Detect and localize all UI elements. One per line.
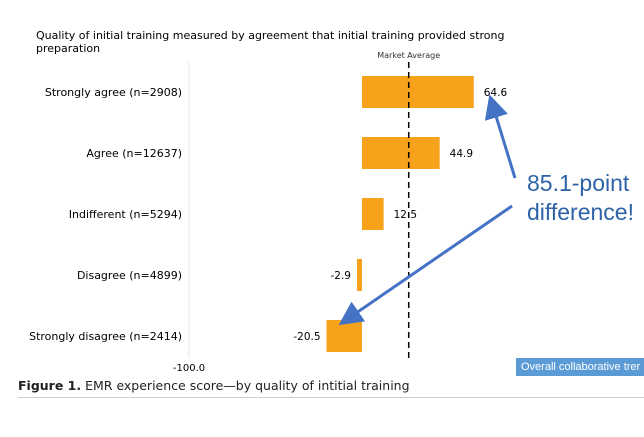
figure-caption-label: Figure 1. xyxy=(18,378,82,393)
bar xyxy=(362,76,474,108)
difference-annotation: 85.1-point difference! xyxy=(527,169,634,227)
value-label: 64.6 xyxy=(484,87,508,99)
bar xyxy=(362,198,384,230)
figure-caption: Figure 1. EMR experience score—by qualit… xyxy=(18,378,410,393)
legend-box: Overall collaborative trer xyxy=(516,358,644,376)
category-label: Agree (n=12637) xyxy=(86,147,182,160)
market-average-label: Market Average xyxy=(377,51,440,60)
value-label: 44.9 xyxy=(450,148,473,160)
bar xyxy=(326,320,362,352)
x-axis-min-label: -100.0 xyxy=(173,363,205,374)
value-label: 12.5 xyxy=(394,209,417,221)
value-label: -2.9 xyxy=(330,270,351,282)
annotation-arrow-up xyxy=(484,94,517,179)
bar xyxy=(362,137,440,169)
value-label: -20.5 xyxy=(293,331,320,343)
figure-caption-text: EMR experience score—by quality of intit… xyxy=(81,378,410,393)
bar xyxy=(356,259,362,291)
caption-divider xyxy=(18,397,644,398)
category-label: Indifferent (n=5294) xyxy=(69,208,182,221)
annotation-line-1: 85.1-point xyxy=(527,170,630,196)
category-label: Strongly agree (n=2908) xyxy=(45,86,182,99)
category-label: Disagree (n=4899) xyxy=(77,269,182,282)
annotation-arrow-down xyxy=(338,204,513,326)
category-label: Strongly disagree (n=2414) xyxy=(29,330,182,343)
legend-label: Overall collaborative trer xyxy=(521,361,641,373)
chart-title: Quality of initial training measured by … xyxy=(36,29,505,55)
annotation-line-2: difference! xyxy=(527,199,634,225)
